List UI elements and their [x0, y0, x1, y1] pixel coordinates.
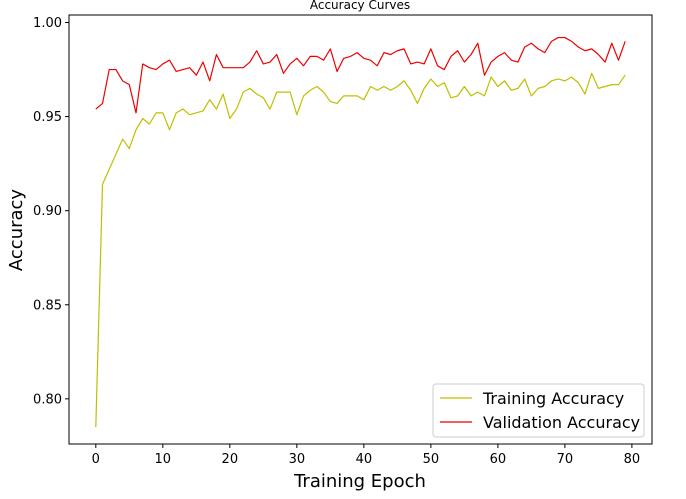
- validation-accuracy-line: [95, 36, 626, 114]
- x-tick-label: 60: [490, 452, 507, 467]
- training-accuracy-line: [95, 72, 626, 428]
- x-tick-label: 70: [557, 452, 574, 467]
- legend-box: [432, 383, 645, 438]
- y-tick-label: 0.85: [33, 298, 62, 313]
- x-axis: 0 10 20 30 40 50 60 70 80: [92, 444, 641, 467]
- chart-title: Accuracy Curves: [310, 0, 410, 12]
- x-tick-label: 30: [289, 452, 306, 467]
- y-tick-label: 0.90: [33, 204, 62, 219]
- x-tick-label: 0: [92, 452, 100, 467]
- x-axis-label: Training Epoch: [293, 471, 426, 492]
- legend: Training Accuracy Validation Accuracy: [432, 383, 645, 438]
- plot-frame: [68, 14, 653, 445]
- y-tick-label: 1.00: [33, 16, 62, 31]
- x-tick-label: 20: [222, 452, 239, 467]
- x-tick-label: 10: [155, 452, 172, 467]
- y-axis: 0.80 0.85 0.90 0.95 1.00: [33, 16, 69, 407]
- x-tick-label: 50: [423, 452, 440, 467]
- x-tick-label: 80: [624, 452, 641, 467]
- series-layer: [95, 36, 626, 428]
- legend-validation-label: Validation Accuracy: [483, 413, 640, 432]
- legend-training-label: Training Accuracy: [482, 389, 624, 408]
- y-tick-label: 0.80: [33, 392, 62, 407]
- y-axis-label: Accuracy: [6, 189, 27, 272]
- x-tick-label: 40: [356, 452, 373, 467]
- y-tick-label: 0.95: [33, 110, 62, 125]
